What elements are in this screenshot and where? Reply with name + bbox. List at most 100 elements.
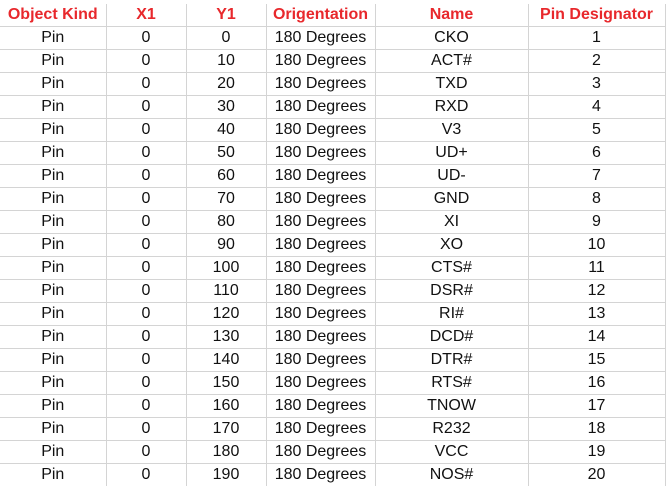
x1-cell[interactable]: 0 <box>106 118 187 142</box>
x1-cell[interactable]: 0 <box>106 394 187 418</box>
orientation-cell[interactable]: 180 Degrees <box>266 210 376 234</box>
name-cell[interactable]: RI# <box>375 302 529 326</box>
orientation-cell[interactable]: 180 Degrees <box>266 440 376 464</box>
orientation-cell[interactable]: 180 Degrees <box>266 302 376 326</box>
object-kind-cell[interactable]: Pin <box>0 187 107 211</box>
name-cell[interactable]: DCD# <box>375 325 529 349</box>
pin-designator-cell[interactable]: 17 <box>528 394 666 418</box>
orientation-cell[interactable]: 180 Degrees <box>266 279 376 303</box>
object-kind-cell[interactable]: Pin <box>0 302 107 326</box>
x1-cell[interactable]: 0 <box>106 440 187 464</box>
name-cell[interactable]: RTS# <box>375 371 529 395</box>
y1-cell[interactable]: 60 <box>186 164 267 188</box>
object-kind-cell[interactable]: Pin <box>0 141 107 165</box>
pin-designator-cell[interactable]: 11 <box>528 256 666 280</box>
y1-cell[interactable]: 170 <box>186 417 267 441</box>
object-kind-cell[interactable]: Pin <box>0 95 107 119</box>
pin-designator-cell[interactable]: 15 <box>528 348 666 372</box>
pin-designator-cell[interactable]: 5 <box>528 118 666 142</box>
pin-designator-cell[interactable]: 19 <box>528 440 666 464</box>
name-cell[interactable]: RXD <box>375 95 529 119</box>
orientation-cell[interactable]: 180 Degrees <box>266 72 376 96</box>
x1-cell[interactable]: 0 <box>106 325 187 349</box>
pin-designator-cell[interactable]: 14 <box>528 325 666 349</box>
name-cell[interactable]: DSR# <box>375 279 529 303</box>
object-kind-cell[interactable]: Pin <box>0 164 107 188</box>
object-kind-cell[interactable]: Pin <box>0 233 107 257</box>
x1-cell[interactable]: 0 <box>106 49 187 73</box>
name-cell[interactable]: NOS# <box>375 463 529 487</box>
pin-designator-cell[interactable]: 12 <box>528 279 666 303</box>
x1-cell[interactable]: 0 <box>106 141 187 165</box>
object-kind-cell[interactable]: Pin <box>0 463 107 487</box>
y1-cell[interactable]: 20 <box>186 72 267 96</box>
y1-cell[interactable]: 80 <box>186 210 267 234</box>
y1-cell[interactable]: 190 <box>186 463 267 487</box>
y1-cell[interactable]: 70 <box>186 187 267 211</box>
object-kind-cell[interactable]: Pin <box>0 26 107 50</box>
x1-cell[interactable]: 0 <box>106 256 187 280</box>
y1-cell[interactable]: 0 <box>186 26 267 50</box>
y1-cell[interactable]: 40 <box>186 118 267 142</box>
pin-designator-cell[interactable]: 7 <box>528 164 666 188</box>
object-kind-cell[interactable]: Pin <box>0 49 107 73</box>
x1-cell[interactable]: 0 <box>106 302 187 326</box>
object-kind-cell[interactable]: Pin <box>0 348 107 372</box>
pin-designator-cell[interactable]: 16 <box>528 371 666 395</box>
x1-cell[interactable]: 0 <box>106 187 187 211</box>
x1-cell[interactable]: 0 <box>106 210 187 234</box>
orientation-cell[interactable]: 180 Degrees <box>266 141 376 165</box>
object-kind-cell[interactable]: Pin <box>0 118 107 142</box>
y1-cell[interactable]: 110 <box>186 279 267 303</box>
y1-cell[interactable]: 150 <box>186 371 267 395</box>
name-cell[interactable]: GND <box>375 187 529 211</box>
object-kind-cell[interactable]: Pin <box>0 256 107 280</box>
pin-designator-cell[interactable]: 1 <box>528 26 666 50</box>
x1-cell[interactable]: 0 <box>106 371 187 395</box>
header-cell-x1[interactable]: X1 <box>106 4 187 27</box>
orientation-cell[interactable]: 180 Degrees <box>266 348 376 372</box>
x1-cell[interactable]: 0 <box>106 348 187 372</box>
pin-designator-cell[interactable]: 10 <box>528 233 666 257</box>
name-cell[interactable]: R232 <box>375 417 529 441</box>
name-cell[interactable]: CKO <box>375 26 529 50</box>
pin-designator-cell[interactable]: 6 <box>528 141 666 165</box>
pin-designator-cell[interactable]: 3 <box>528 72 666 96</box>
pin-designator-cell[interactable]: 9 <box>528 210 666 234</box>
header-cell-object-kind[interactable]: Object Kind <box>0 4 107 27</box>
object-kind-cell[interactable]: Pin <box>0 279 107 303</box>
y1-cell[interactable]: 50 <box>186 141 267 165</box>
orientation-cell[interactable]: 180 Degrees <box>266 256 376 280</box>
object-kind-cell[interactable]: Pin <box>0 325 107 349</box>
pin-designator-cell[interactable]: 2 <box>528 49 666 73</box>
orientation-cell[interactable]: 180 Degrees <box>266 233 376 257</box>
name-cell[interactable]: DTR# <box>375 348 529 372</box>
orientation-cell[interactable]: 180 Degrees <box>266 164 376 188</box>
header-cell-name[interactable]: Name <box>375 4 529 27</box>
y1-cell[interactable]: 120 <box>186 302 267 326</box>
pin-designator-cell[interactable]: 20 <box>528 463 666 487</box>
object-kind-cell[interactable]: Pin <box>0 417 107 441</box>
x1-cell[interactable]: 0 <box>106 233 187 257</box>
y1-cell[interactable]: 100 <box>186 256 267 280</box>
object-kind-cell[interactable]: Pin <box>0 371 107 395</box>
orientation-cell[interactable]: 180 Degrees <box>266 371 376 395</box>
object-kind-cell[interactable]: Pin <box>0 210 107 234</box>
pin-designator-cell[interactable]: 13 <box>528 302 666 326</box>
name-cell[interactable]: UD- <box>375 164 529 188</box>
orientation-cell[interactable]: 180 Degrees <box>266 417 376 441</box>
header-cell-pin-designator[interactable]: Pin Designator <box>528 4 666 27</box>
orientation-cell[interactable]: 180 Degrees <box>266 49 376 73</box>
name-cell[interactable]: TXD <box>375 72 529 96</box>
object-kind-cell[interactable]: Pin <box>0 72 107 96</box>
y1-cell[interactable]: 160 <box>186 394 267 418</box>
y1-cell[interactable]: 140 <box>186 348 267 372</box>
object-kind-cell[interactable]: Pin <box>0 440 107 464</box>
orientation-cell[interactable]: 180 Degrees <box>266 187 376 211</box>
orientation-cell[interactable]: 180 Degrees <box>266 26 376 50</box>
y1-cell[interactable]: 90 <box>186 233 267 257</box>
name-cell[interactable]: ACT# <box>375 49 529 73</box>
x1-cell[interactable]: 0 <box>106 164 187 188</box>
pin-designator-cell[interactable]: 4 <box>528 95 666 119</box>
x1-cell[interactable]: 0 <box>106 417 187 441</box>
